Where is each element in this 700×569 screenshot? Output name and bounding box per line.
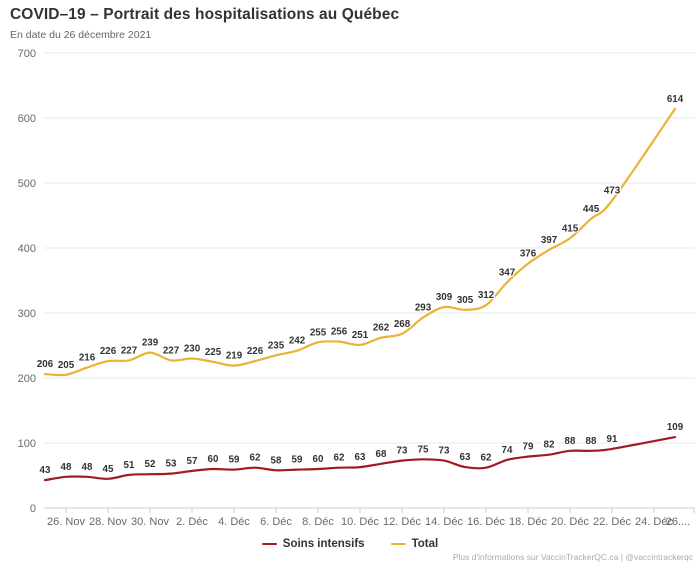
data-label: 75 <box>418 444 429 455</box>
data-label: 305 <box>457 295 474 306</box>
x-axis-label: 26.... <box>666 516 690 528</box>
data-label: 88 <box>565 436 576 447</box>
legend-item-soins-intensifs[interactable]: Soins intensifs <box>261 538 365 550</box>
data-label: 62 <box>334 453 345 464</box>
data-label: 376 <box>520 249 537 260</box>
legend-label-total: Total <box>411 538 439 550</box>
data-label: 205 <box>58 360 75 371</box>
data-label: 206 <box>37 359 54 370</box>
legend-swatch-total <box>390 542 406 546</box>
y-axis-label-300: 300 <box>18 308 36 320</box>
x-axis-label: 22. Déc <box>593 516 631 528</box>
data-label: 309 <box>436 292 453 303</box>
data-label: 445 <box>583 204 600 215</box>
x-axis-label: 30. Nov <box>131 516 169 528</box>
x-axis-label: 12. Déc <box>383 516 421 528</box>
data-label: 230 <box>184 344 201 355</box>
footer-credit: Plus d'informations sur VaccinTrackerQC.… <box>452 552 693 562</box>
data-label: 242 <box>289 336 306 347</box>
x-axis-label: 26. Nov <box>47 516 85 528</box>
data-label: 226 <box>100 346 117 357</box>
data-label: 256 <box>331 327 348 338</box>
y-axis-label-0: 0 <box>30 503 36 515</box>
data-label: 52 <box>145 459 156 470</box>
data-label: 88 <box>586 436 597 447</box>
x-axis-label: 4. Déc <box>218 516 250 528</box>
data-label: 227 <box>163 345 180 356</box>
data-label: 312 <box>478 290 495 301</box>
data-label: 60 <box>313 454 324 465</box>
legend-item-total[interactable]: Total <box>390 538 439 550</box>
data-label: 226 <box>247 346 264 357</box>
data-label: 60 <box>208 454 219 465</box>
data-label: 53 <box>166 459 177 470</box>
data-label: 293 <box>415 303 432 314</box>
data-label: 82 <box>544 440 555 451</box>
y-axis-label-500: 500 <box>18 178 36 190</box>
data-label: 51 <box>124 460 135 471</box>
x-axis-label: 8. Déc <box>302 516 334 528</box>
data-label: 268 <box>394 319 411 330</box>
y-axis-label-100: 100 <box>18 438 36 450</box>
series-line-soins-intensifs <box>43 436 677 482</box>
data-label: 45 <box>103 464 114 475</box>
legend-swatch-soins-intensifs <box>261 542 277 546</box>
legend: Soins intensifs Total <box>0 538 700 550</box>
data-label: 216 <box>79 353 96 364</box>
x-axis-label: 6. Déc <box>260 516 292 528</box>
data-label: 397 <box>541 235 558 246</box>
data-label: 225 <box>205 347 222 358</box>
data-label: 62 <box>250 453 261 464</box>
data-label: 58 <box>271 455 282 466</box>
data-label: 219 <box>226 351 243 362</box>
data-label: 73 <box>397 446 408 457</box>
data-label: 262 <box>373 323 390 334</box>
chart-subtitle: En date du 26 décembre 2021 <box>10 29 152 41</box>
data-label: 63 <box>355 452 366 463</box>
legend-label-soins-intensifs: Soins intensifs <box>282 538 365 550</box>
data-label: 109 <box>667 422 684 433</box>
x-axis-label: 18. Déc <box>509 516 547 528</box>
x-axis-label: 16. Déc <box>467 516 505 528</box>
data-label: 235 <box>268 340 285 351</box>
data-label: 251 <box>352 330 369 341</box>
data-label: 68 <box>376 449 387 460</box>
x-axis-label: 2. Déc <box>176 516 208 528</box>
data-label: 62 <box>481 453 492 464</box>
data-label: 415 <box>562 223 579 234</box>
x-axis-label: 24. Déc <box>635 516 673 528</box>
x-axis-label: 28. Nov <box>89 516 127 528</box>
data-label: 79 <box>523 442 534 453</box>
data-label: 59 <box>229 455 240 466</box>
data-label: 48 <box>61 462 72 473</box>
data-label: 347 <box>499 267 516 278</box>
series-line-total <box>43 107 677 377</box>
data-label: 473 <box>604 186 621 197</box>
x-axis-label: 14. Déc <box>425 516 463 528</box>
data-label: 63 <box>460 452 471 463</box>
data-label: 255 <box>310 327 327 338</box>
data-label: 57 <box>187 456 198 467</box>
data-label: 74 <box>502 445 513 456</box>
chart-title: COVID–19 – Portrait des hospitalisations… <box>10 6 400 23</box>
data-label: 614 <box>667 94 684 105</box>
y-axis-label-600: 600 <box>18 113 36 125</box>
data-label: 59 <box>292 455 303 466</box>
data-label: 91 <box>607 434 618 445</box>
y-axis-label-400: 400 <box>18 243 36 255</box>
data-label: 43 <box>40 465 51 476</box>
data-label: 227 <box>121 345 138 356</box>
data-label: 239 <box>142 338 159 349</box>
x-axis-label: 20. Déc <box>551 516 589 528</box>
y-axis-label-200: 200 <box>18 373 36 385</box>
y-axis-label-700: 700 <box>18 48 36 60</box>
data-label: 48 <box>82 462 93 473</box>
x-axis-label: 10. Déc <box>341 516 379 528</box>
data-label: 73 <box>439 446 450 457</box>
